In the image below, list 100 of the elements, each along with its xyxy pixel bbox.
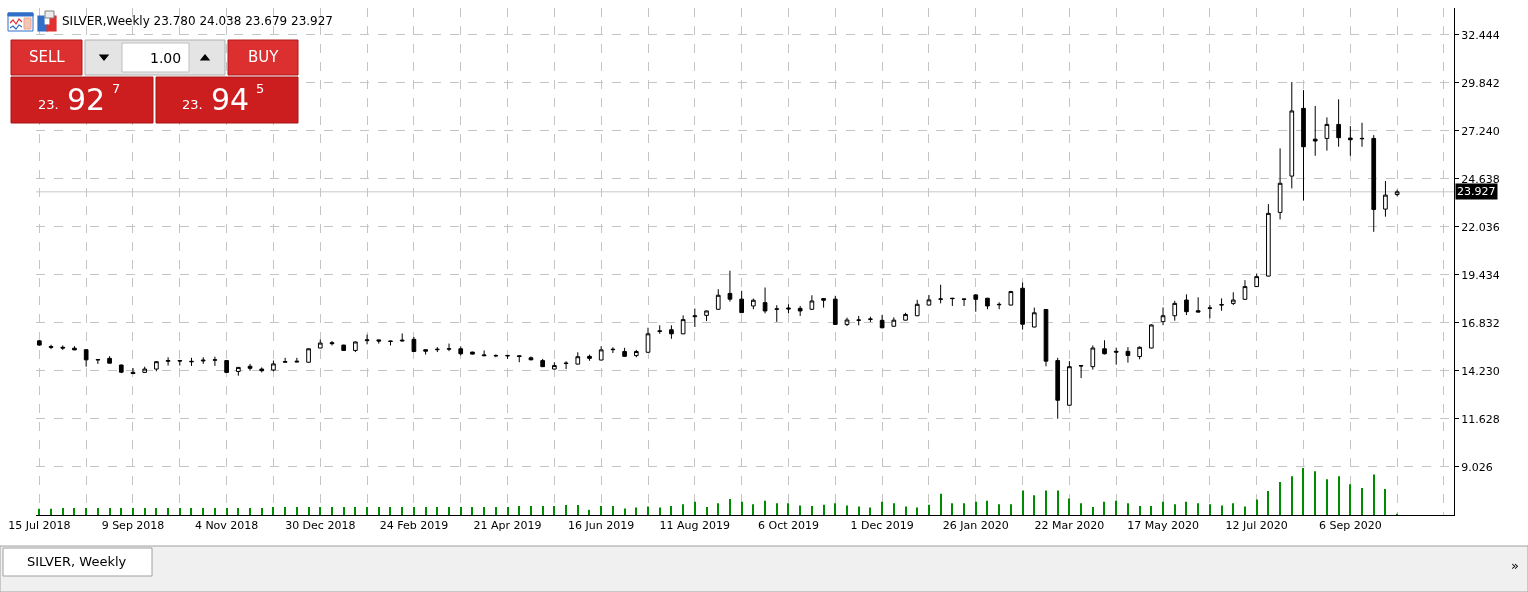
bar bbox=[272, 506, 274, 515]
bar bbox=[50, 508, 52, 515]
bar bbox=[413, 506, 415, 515]
candlestick bbox=[926, 294, 932, 306]
candlestick bbox=[903, 312, 908, 322]
bar bbox=[1384, 489, 1386, 515]
candlestick bbox=[224, 359, 229, 374]
x-tick-label: 16 Jun 2019 bbox=[568, 519, 635, 533]
bar bbox=[764, 500, 766, 515]
candlestick bbox=[797, 305, 803, 317]
bar bbox=[1092, 506, 1094, 515]
bar bbox=[319, 506, 321, 515]
annotation: 5 bbox=[256, 81, 265, 96]
bar bbox=[741, 501, 743, 515]
annotation: SELL bbox=[29, 48, 66, 66]
bar bbox=[881, 501, 883, 515]
bar bbox=[448, 506, 450, 515]
candlestick bbox=[669, 324, 674, 340]
candlestick bbox=[130, 367, 136, 375]
candlestick bbox=[165, 356, 171, 367]
candlestick bbox=[1324, 116, 1330, 152]
bar bbox=[1139, 506, 1141, 515]
candlestick bbox=[1336, 98, 1341, 148]
candlestick bbox=[1371, 134, 1377, 233]
bar bbox=[389, 506, 392, 515]
bar bbox=[752, 504, 754, 515]
bar bbox=[495, 506, 497, 515]
bar bbox=[565, 505, 567, 515]
candlestick bbox=[1289, 81, 1295, 189]
bar bbox=[167, 507, 169, 515]
candlestick bbox=[774, 304, 780, 323]
x-tick-label: 12 Jul 2020 bbox=[1225, 519, 1288, 533]
candlestick bbox=[1020, 282, 1025, 331]
candlestick bbox=[552, 361, 557, 370]
candlestick bbox=[60, 344, 66, 351]
bar bbox=[1361, 488, 1363, 515]
candlestick bbox=[83, 348, 89, 368]
candlestick bbox=[376, 339, 382, 345]
candlestick bbox=[914, 299, 920, 317]
candlestick bbox=[540, 358, 546, 368]
candlestick bbox=[72, 345, 77, 351]
x-tick-label: 21 Apr 2019 bbox=[473, 519, 542, 533]
bar bbox=[577, 505, 579, 515]
bar bbox=[1291, 476, 1293, 515]
annotation: 94 bbox=[211, 82, 250, 117]
bar bbox=[237, 507, 239, 515]
bar bbox=[1045, 490, 1047, 515]
candlestick bbox=[996, 301, 1002, 310]
bar bbox=[1326, 479, 1328, 515]
x-tick-label: 15 Jul 2018 bbox=[8, 519, 71, 533]
candlestick bbox=[235, 366, 241, 377]
y-tick-label: 19.434 bbox=[1461, 268, 1500, 282]
bar bbox=[284, 506, 286, 515]
bar bbox=[1057, 490, 1059, 515]
annotation: 1.00 bbox=[150, 50, 182, 66]
candlestick bbox=[341, 344, 347, 352]
candlestick bbox=[680, 314, 686, 335]
candlestick bbox=[727, 270, 733, 303]
candlestick bbox=[844, 317, 850, 327]
candlestick bbox=[142, 366, 148, 374]
candlestick bbox=[1207, 304, 1213, 319]
candlestick bbox=[692, 308, 698, 328]
bar bbox=[378, 506, 380, 515]
candlestick bbox=[985, 297, 990, 310]
candlestick bbox=[388, 340, 393, 346]
bar bbox=[1197, 503, 1199, 515]
bar bbox=[1068, 498, 1070, 515]
bar bbox=[1267, 490, 1269, 515]
x-tick-label: 1 Dec 2019 bbox=[850, 519, 914, 533]
candlestick bbox=[1031, 307, 1037, 328]
x-tick-label: 6 Oct 2019 bbox=[757, 519, 819, 533]
bar bbox=[975, 501, 977, 515]
candlestick bbox=[610, 346, 616, 354]
bar bbox=[998, 504, 1000, 515]
candlestick bbox=[1008, 290, 1014, 306]
bar bbox=[986, 500, 988, 515]
candlestick bbox=[809, 294, 815, 311]
bar bbox=[694, 501, 696, 515]
bar bbox=[354, 506, 356, 515]
candlestick bbox=[1160, 306, 1166, 326]
bar bbox=[132, 507, 134, 515]
bar bbox=[928, 504, 930, 515]
bar bbox=[846, 505, 848, 515]
x-tick-label: 22 Mar 2020 bbox=[1034, 519, 1105, 533]
bar bbox=[1150, 506, 1152, 515]
candlestick bbox=[1266, 203, 1271, 277]
bar bbox=[530, 506, 532, 515]
candlestick bbox=[657, 324, 663, 335]
candlestick bbox=[1078, 364, 1084, 379]
bar bbox=[635, 507, 637, 515]
candlestick bbox=[856, 315, 862, 326]
x-tick-label: 11 Aug 2019 bbox=[659, 519, 731, 533]
y-tick-label: 14.230 bbox=[1461, 364, 1500, 378]
bar bbox=[1256, 499, 1258, 515]
x-tick-label: 30 Dec 2018 bbox=[285, 519, 356, 533]
y-tick-label: 29.842 bbox=[1461, 76, 1500, 90]
candlestick bbox=[154, 360, 159, 372]
candlestick bbox=[118, 364, 124, 374]
bar bbox=[1221, 505, 1223, 515]
candlestick bbox=[212, 356, 218, 367]
